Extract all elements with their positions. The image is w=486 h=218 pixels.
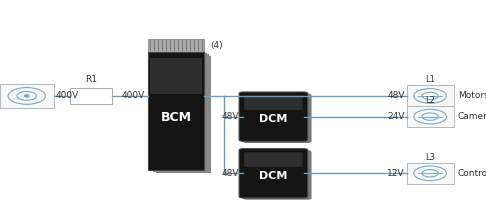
Text: 48V: 48V xyxy=(222,112,239,121)
FancyBboxPatch shape xyxy=(151,58,202,94)
FancyBboxPatch shape xyxy=(239,149,308,198)
Text: 400V: 400V xyxy=(56,91,79,100)
Circle shape xyxy=(24,95,29,97)
Text: (4): (4) xyxy=(210,41,223,50)
Text: Camera: Camera xyxy=(458,112,486,121)
Bar xyxy=(156,56,211,173)
FancyBboxPatch shape xyxy=(241,93,310,142)
FancyBboxPatch shape xyxy=(244,152,303,167)
Bar xyxy=(70,88,112,104)
Text: 48V: 48V xyxy=(222,169,239,178)
FancyBboxPatch shape xyxy=(239,92,308,141)
Text: 24V: 24V xyxy=(387,112,404,121)
Bar xyxy=(148,39,204,52)
FancyBboxPatch shape xyxy=(241,150,310,199)
Text: L1: L1 xyxy=(425,75,435,84)
Text: R1: R1 xyxy=(85,75,97,84)
FancyBboxPatch shape xyxy=(244,96,303,110)
Text: L3: L3 xyxy=(425,153,435,162)
Text: L2: L2 xyxy=(425,96,435,105)
Text: DCM: DCM xyxy=(259,171,288,181)
Text: Motors: Motors xyxy=(458,91,486,100)
Bar xyxy=(153,54,209,172)
FancyBboxPatch shape xyxy=(407,163,453,184)
Bar xyxy=(151,53,207,171)
Text: DCM: DCM xyxy=(259,114,288,124)
FancyBboxPatch shape xyxy=(407,85,453,106)
FancyBboxPatch shape xyxy=(407,106,453,127)
Text: BCM: BCM xyxy=(161,111,191,124)
FancyBboxPatch shape xyxy=(0,84,53,108)
FancyBboxPatch shape xyxy=(243,94,312,143)
Text: 400V: 400V xyxy=(121,91,144,100)
Bar xyxy=(148,52,204,170)
FancyBboxPatch shape xyxy=(243,150,312,200)
Text: 48V: 48V xyxy=(387,91,404,100)
Text: Control: Control xyxy=(458,169,486,178)
Text: 12V: 12V xyxy=(387,169,404,178)
